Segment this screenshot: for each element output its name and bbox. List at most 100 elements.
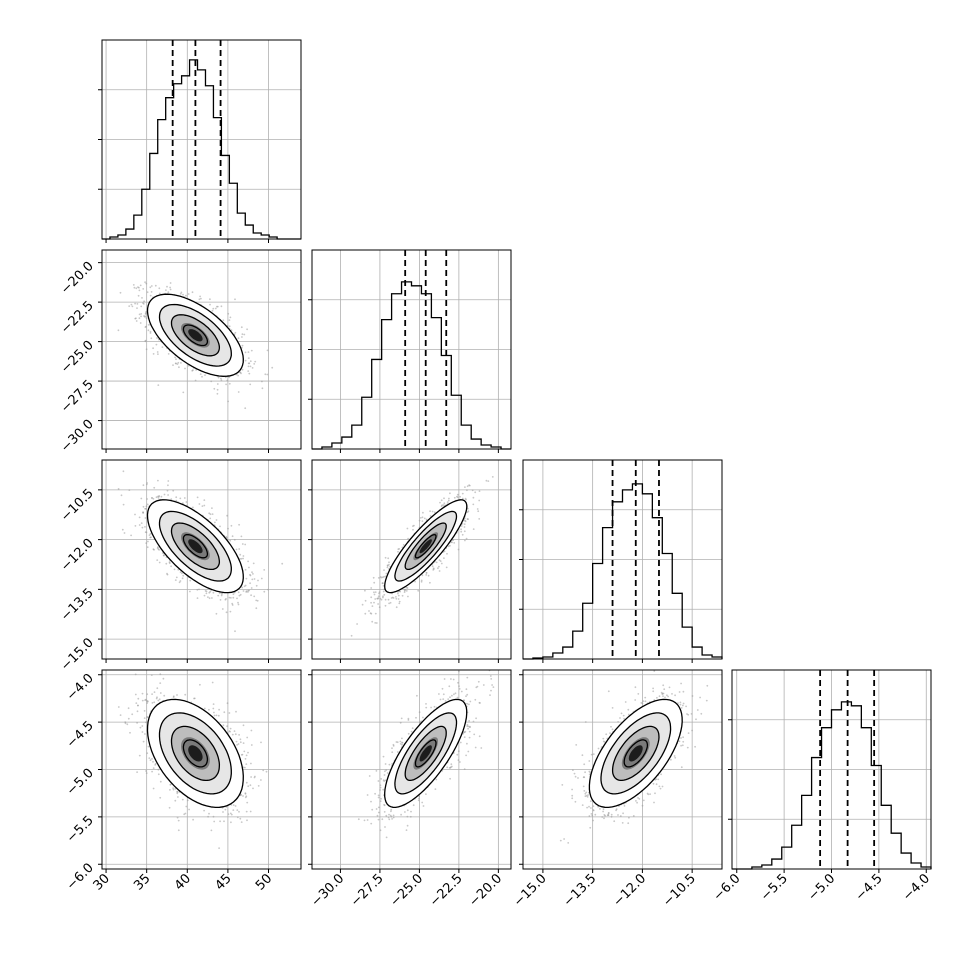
scatter-point <box>416 694 418 697</box>
scatter-point <box>700 712 703 715</box>
histogram-step <box>102 59 301 240</box>
scatter-point <box>120 494 123 497</box>
scatter-point <box>145 348 148 351</box>
scatter-point <box>381 582 384 585</box>
scatter-point <box>379 789 381 791</box>
scatter-point <box>450 678 452 680</box>
scatter-point <box>386 566 389 569</box>
scatter-point <box>453 496 456 499</box>
scatter-point <box>372 576 375 579</box>
scatter-point <box>150 674 153 676</box>
scatter-point <box>144 526 146 528</box>
scatter-point <box>150 291 153 293</box>
scatter-point <box>184 693 187 696</box>
scatter-point <box>247 351 250 353</box>
scatter-point <box>425 793 427 795</box>
scatter-point <box>157 497 160 499</box>
scatter-point <box>677 702 679 704</box>
scatter-point <box>443 557 445 559</box>
scatter-point <box>383 780 386 782</box>
scatter-point <box>212 307 215 310</box>
scatter-point <box>383 774 386 776</box>
scatter-point <box>149 294 152 297</box>
scatter-point <box>361 603 364 606</box>
scatter-point <box>248 372 251 375</box>
scatter-point <box>224 808 227 811</box>
scatter-point <box>158 292 161 295</box>
scatter-point <box>141 699 144 702</box>
scatter-point <box>418 797 420 800</box>
scatter-point <box>244 584 247 587</box>
scatter-point <box>466 742 468 745</box>
scatter-point <box>382 755 385 758</box>
scatter-point <box>248 566 250 569</box>
scatter-point <box>154 762 157 765</box>
scatter-point <box>150 285 153 287</box>
scatter-point <box>586 796 589 798</box>
scatter-point <box>695 718 697 721</box>
scatter-point <box>445 566 448 569</box>
scatter-point <box>244 359 247 362</box>
scatter-point <box>252 562 255 565</box>
scatter-point <box>490 689 492 692</box>
scatter-point <box>239 738 242 741</box>
scatter-point <box>156 687 159 690</box>
scatter-point <box>465 688 468 691</box>
scatter-point <box>221 592 224 595</box>
scatter-point <box>226 379 229 382</box>
scatter-point <box>449 544 451 547</box>
y-tick-label-p1-2: −25.0 <box>58 338 97 377</box>
scatter-point <box>134 317 137 320</box>
scatter-point <box>463 736 466 738</box>
scatter-point <box>491 684 493 686</box>
scatter-point <box>627 708 630 711</box>
scatter-point <box>370 596 373 599</box>
scatter-point <box>217 714 220 717</box>
scatter-point <box>245 591 248 593</box>
scatter-point <box>706 684 709 687</box>
scatter-point <box>379 784 382 787</box>
scatter-point <box>192 818 195 821</box>
x-tick-label-p1-4: −20.0 <box>466 871 505 910</box>
scatter-point <box>203 594 206 597</box>
scatter-point <box>150 337 153 340</box>
scatter-point <box>153 548 155 551</box>
scatter-point <box>636 801 638 804</box>
scatter-point <box>140 522 143 524</box>
contour-line <box>170 314 221 357</box>
scatter-point <box>247 357 250 359</box>
scatter-point <box>244 407 247 410</box>
scatter-point <box>176 363 179 365</box>
scatter-point <box>407 719 410 721</box>
scatter-point <box>182 293 184 296</box>
scatter-point <box>582 776 585 779</box>
scatter-point <box>383 575 385 578</box>
scatter-point <box>446 766 449 769</box>
scatter-point <box>223 711 226 714</box>
scatter-point <box>261 387 264 390</box>
scatter-point <box>374 622 377 624</box>
scatter-point <box>442 698 445 700</box>
scatter-point <box>417 589 420 592</box>
scatter-point <box>238 810 240 813</box>
scatter-point <box>435 778 438 781</box>
scatter-point <box>444 700 447 702</box>
scatter-point <box>230 597 232 599</box>
scatter-point <box>248 589 251 592</box>
scatter-point <box>117 706 120 708</box>
scatter-point <box>386 772 389 774</box>
scatter-point <box>611 728 614 731</box>
scatter-point <box>607 812 610 814</box>
scatter-point <box>144 699 147 701</box>
scatter-point <box>212 591 215 594</box>
scatter-point <box>178 366 180 369</box>
scatter-point <box>241 344 244 347</box>
scatter-point <box>654 792 656 795</box>
scatter-point <box>389 601 392 604</box>
scatter-point <box>373 591 375 594</box>
scatter-point <box>464 519 466 522</box>
y-tick-label-p1-4: −20.0 <box>58 259 97 298</box>
scatter-point <box>157 479 159 482</box>
scatter-point <box>439 560 442 562</box>
scatter-point <box>135 287 138 290</box>
